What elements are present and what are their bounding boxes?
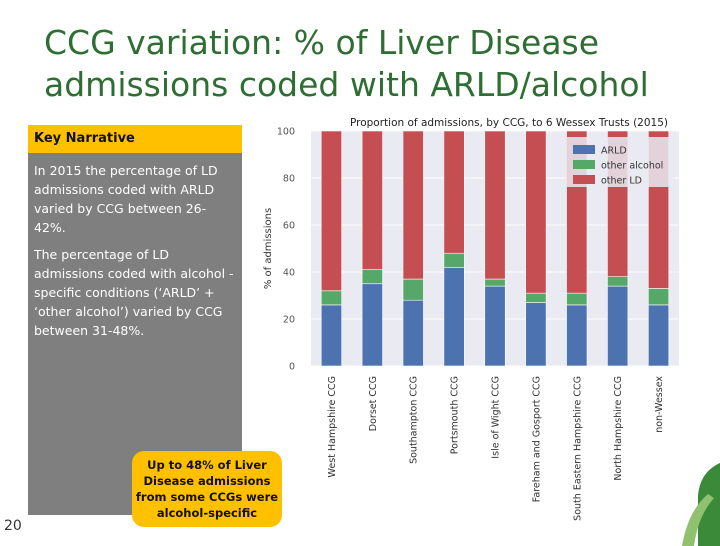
bar-other-alcohol-5: [525, 292, 547, 303]
x-tick-label-5: Fareham and Gosport CCG: [531, 376, 542, 502]
legend-label-1: other alcohol: [601, 161, 663, 172]
legend-swatch-0: [573, 145, 595, 154]
bar-arld-7: [607, 285, 629, 367]
bar-arld-4: [484, 285, 506, 367]
bar-other-ld-4: [484, 130, 506, 280]
chart-title: Proportion of admissions, by CCG, to 6 W…: [350, 117, 668, 129]
bar-other-alcohol-1: [361, 269, 383, 285]
bar-other-alcohol-7: [607, 276, 629, 287]
y-axis-label: % of admissions: [263, 208, 274, 289]
light-green-swoosh: [682, 494, 714, 546]
bar-other-ld-2: [402, 130, 424, 280]
legend-swatch-1: [573, 160, 595, 169]
callout-text: Up to 48% of Liver Disease admissions fr…: [135, 458, 279, 520]
key-narrative-heading: Key Narrative: [28, 125, 242, 153]
callout-box: Up to 48% of Liver Disease admissions fr…: [132, 451, 282, 527]
legend-swatch-2: [573, 175, 595, 184]
x-tick-label-4: Isle of Wight CCG: [491, 376, 502, 459]
stacked-bar-chart: 0 20 40 60 80 100 Proportion of admissions, by…: [263, 117, 679, 521]
bar-other-ld-3: [443, 130, 465, 254]
bar-other-alcohol-0: [320, 290, 342, 306]
green-swoosh: [698, 463, 720, 546]
bar-other-ld-1: [361, 130, 383, 270]
bar-arld-3: [443, 267, 465, 367]
bar-arld-2: [402, 299, 424, 367]
y-tick-label-60: 60: [283, 221, 295, 232]
y-tick-label-100: 100: [277, 127, 295, 138]
y-tick-label-0: 0: [289, 362, 295, 373]
y-tick-label-20: 20: [283, 315, 295, 326]
bar-other-alcohol-2: [402, 278, 424, 301]
key-narrative-panel: Key Narrative In 2015 the percentage of …: [28, 125, 242, 515]
y-tick-label-80: 80: [283, 174, 295, 185]
bar-arld-5: [525, 302, 547, 367]
page-number: 20: [4, 518, 22, 534]
bar-other-alcohol-8: [648, 288, 670, 306]
bar-other-ld-0: [320, 130, 342, 292]
narrative-paragraph-1: In 2015 the percentage of LD admissions …: [34, 163, 218, 235]
legend-label-2: other LD: [601, 176, 642, 187]
narrative-paragraph-2: The percentage of LD admissions coded wi…: [34, 247, 234, 338]
bar-other-ld-5: [525, 130, 547, 294]
x-tick-label-2: Southampton CCG: [409, 376, 420, 464]
x-tick-label-0: West Hampshire CCG: [327, 376, 338, 477]
x-tick-label-1: Dorset CCG: [368, 376, 379, 431]
bar-other-alcohol-4: [484, 278, 506, 287]
page-title: CCG variation: % of Liver Disease admiss…: [44, 23, 649, 104]
x-tick-label-7: North Hampshire CCG: [613, 376, 624, 481]
bar-other-alcohol-3: [443, 252, 465, 268]
bar-arld-1: [361, 283, 383, 367]
corner-decoration: [682, 463, 720, 546]
bar-other-alcohol-6: [566, 292, 588, 306]
x-tick-label-6: South Eastern Hampshire CCG: [572, 376, 583, 521]
bar-arld-6: [566, 304, 588, 367]
bar-arld-8: [648, 304, 670, 367]
y-tick-label-40: 40: [283, 268, 295, 279]
x-tick-label-8: non-Wessex: [654, 376, 665, 433]
x-tick-label-3: Portsmouth CCG: [450, 376, 461, 454]
legend-label-0: ARLD: [601, 146, 627, 157]
bar-arld-0: [320, 304, 342, 367]
